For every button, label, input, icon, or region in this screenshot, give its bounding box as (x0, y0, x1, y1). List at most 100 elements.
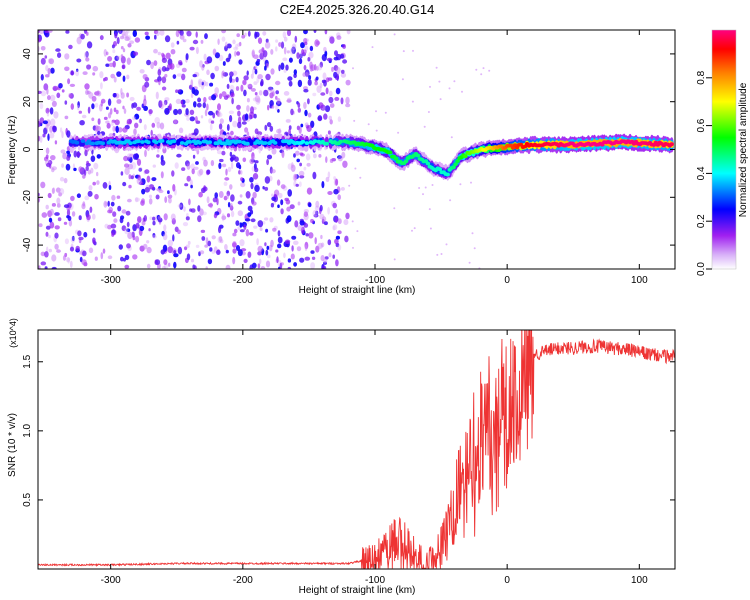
heatmap-noise-cell (253, 66, 256, 70)
heatmap-noise-cell (257, 220, 264, 228)
heatmap-noise-cell (39, 135, 43, 143)
heatmap-noise-cell (138, 181, 144, 186)
heatmap-noise-cell (324, 105, 331, 113)
heatmap-noise-cell (304, 72, 309, 78)
heatmap-noise-cell (137, 216, 142, 223)
heatmap-noise-cell (81, 259, 87, 266)
heatmap-noise-cell (203, 186, 208, 192)
heatmap-noise-cell (113, 218, 118, 223)
heatmap-noise-cell (286, 50, 290, 54)
heatmap-noise-cell (148, 184, 155, 190)
heatmap-noise-cell (243, 75, 249, 81)
heatmap-noise-cell (135, 197, 140, 202)
heatmap-ridge-cell (136, 139, 141, 144)
heatmap-noise-cell (132, 116, 137, 121)
heatmap-noise-cell (291, 43, 297, 51)
heatmap-noise-cell (40, 251, 46, 257)
heatmap-noise-cell (167, 239, 173, 247)
heatmap-noise-cell (323, 261, 327, 265)
heatmap-noise-cell (161, 230, 165, 237)
heatmap-noise-cell (144, 169, 150, 174)
heatmap-noise-cell (195, 244, 200, 248)
heatmap-noise-cell (327, 207, 330, 215)
heatmap-noise-cell (336, 35, 342, 40)
heatmap-noise-cell (214, 65, 220, 72)
heatmap-noise-cell (225, 57, 231, 63)
heatmap-noise-cell (304, 45, 309, 51)
x-tick-label: -200 (233, 575, 253, 586)
heatmap-noise-cell (84, 195, 90, 201)
heatmap-noise-cell (185, 108, 189, 116)
heatmap-noise-cell (106, 122, 111, 129)
heatmap-noise-cell (201, 236, 206, 241)
heatmap-noise-cell (294, 220, 299, 228)
heatmap-noise-cell (126, 221, 130, 228)
heatmap-noise-cell (267, 104, 270, 111)
heatmap-noise-cell (124, 264, 130, 269)
heatmap-noise-cell (107, 224, 112, 230)
heatmap-noise-cell (309, 45, 314, 52)
heatmap-noise-cell (141, 188, 146, 195)
heatmap-noise-cell (315, 40, 321, 46)
heatmap-ridge-cell (453, 162, 458, 167)
heatmap-noise-cell (66, 130, 71, 138)
heatmap-noise-cell (92, 65, 99, 72)
heatmap-noise-cell (197, 170, 203, 177)
heatmap-noise-cell (205, 266, 208, 269)
heatmap-noise-cell (168, 103, 172, 111)
heatmap-noise-cell (237, 121, 242, 129)
heatmap-noise-cell (45, 107, 50, 114)
heatmap-noise-cell (68, 219, 73, 227)
heatmap-noise-cell (107, 56, 113, 62)
heatmap-noise-cell (321, 181, 325, 189)
heatmap-noise-cell (307, 112, 312, 118)
heatmap-noise-cell (103, 200, 108, 208)
heatmap-noise-cell (139, 69, 145, 74)
heatmap-noise-cell (91, 95, 97, 102)
colorbar-tick-label: 0.0 (696, 262, 707, 276)
heatmap-ridge-cell (74, 140, 80, 145)
heatmap-noise-cell (125, 210, 131, 216)
heatmap-noise-cell (282, 57, 288, 62)
heatmap-noise-cell (342, 44, 346, 49)
heatmap-noise-cell (152, 234, 157, 239)
y-tick-label: -20 (22, 190, 33, 205)
heatmap-noise-cell (263, 89, 269, 97)
heatmap-noise-cell (221, 150, 226, 156)
heatmap-noise-cell (282, 31, 287, 39)
heatmap-noise-cell (216, 110, 220, 117)
heatmap-noise-cell (310, 120, 315, 128)
heatmap-noise-cell (142, 98, 147, 107)
heatmap-noise-cell (298, 58, 303, 65)
heatmap-noise-cell (88, 92, 94, 99)
heatmap-noise-cell (39, 103, 44, 110)
heatmap-noise-cell (102, 248, 106, 254)
heatmap-noise-cell (280, 62, 285, 70)
heatmap-noise-cell (260, 78, 264, 87)
heatmap-noise-cell (70, 70, 74, 76)
heatmap-noise-cell (160, 249, 165, 255)
heatmap-noise-cell (85, 57, 90, 62)
heatmap-noise-cell (51, 100, 57, 107)
heatmap-noise-cell (440, 253, 443, 255)
heatmap-noise-cell (121, 65, 125, 69)
heatmap-noise-cell (271, 91, 275, 97)
heatmap-noise-cell (280, 262, 284, 266)
heatmap-noise-cell (436, 253, 439, 256)
heatmap-noise-cell (303, 166, 307, 171)
heatmap-noise-cell (78, 236, 84, 241)
heatmap-noise-cell (328, 115, 332, 121)
heatmap-noise-cell (266, 245, 270, 250)
heatmap-noise-cell (45, 225, 51, 230)
heatmap-noise-cell (278, 42, 282, 47)
heatmap-noise-cell (335, 235, 340, 240)
heatmap-noise-cell (163, 101, 167, 107)
heatmap-noise-cell (186, 30, 192, 37)
heatmap-noise-cell (137, 174, 141, 181)
heatmap-noise-cell (335, 259, 339, 267)
heatmap-ridge-cell (140, 140, 145, 144)
heatmap-noise-cell (204, 109, 208, 117)
heatmap-noise-cell (246, 105, 250, 112)
heatmap-noise-cell (154, 34, 157, 40)
heatmap-ridge-cell (403, 159, 409, 164)
